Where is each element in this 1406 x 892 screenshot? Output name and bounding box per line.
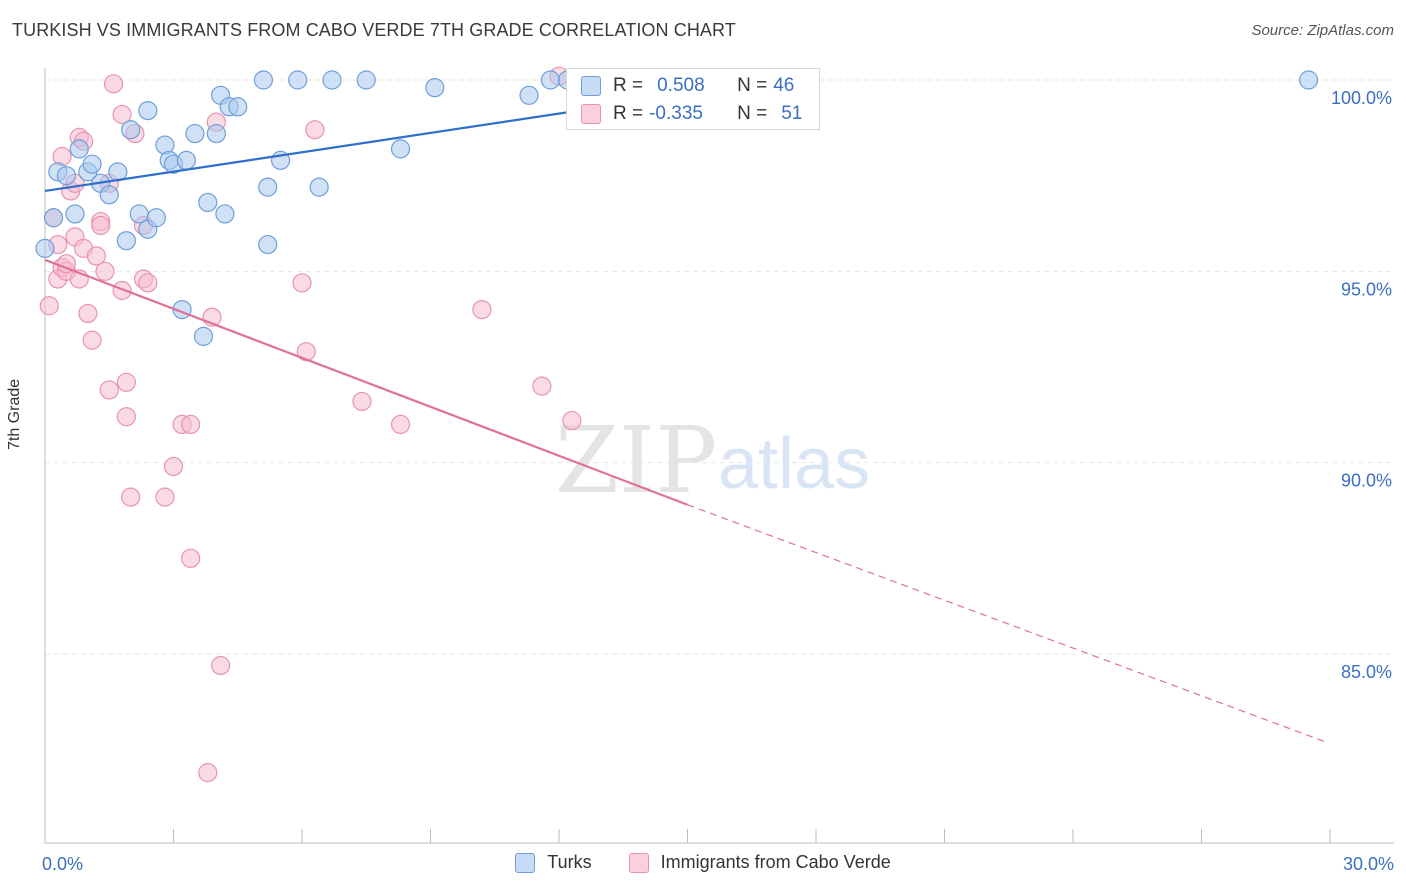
r-label: R = (613, 75, 644, 96)
cabo-verde-point (198, 763, 218, 783)
turks-point (390, 139, 411, 159)
cabo-verde-point (211, 655, 231, 676)
cabo-verde-point (532, 376, 552, 396)
turks-point (35, 238, 55, 258)
turks-point (228, 97, 248, 117)
y-axis-label: 7th Grade (6, 378, 23, 450)
turks-point (258, 177, 278, 197)
turks-point (82, 154, 102, 174)
n-value: 46 (773, 75, 795, 96)
turks-point (69, 139, 89, 159)
cabo-verde-point (82, 330, 102, 350)
turks-point (206, 123, 226, 144)
cabo-verde-point (562, 410, 582, 431)
cabo-verde-point (472, 300, 492, 320)
x-tick-label: 0.0% (42, 854, 83, 874)
gridlines (45, 79, 1394, 655)
turks-legend-swatch (515, 852, 536, 873)
legend-item-cabo-verde[interactable]: Immigrants from Cabo Verde (628, 852, 891, 873)
turks-point (519, 85, 539, 105)
legend-label: Immigrants from Cabo Verde (660, 852, 891, 872)
turks-point (1298, 70, 1319, 90)
cabo-verde-trend-line (44, 258, 688, 506)
r-value: -0.335 (649, 103, 703, 124)
y-tick-label: 95.0% (1341, 279, 1392, 299)
watermark: ZIP atlas (555, 407, 870, 514)
turks-point (138, 101, 158, 121)
cabo-verde-point (390, 414, 411, 434)
cabo-verde-point (78, 303, 98, 324)
turks-point (193, 326, 214, 346)
cabo-verde-point (95, 261, 115, 281)
cabo-verde-point (112, 280, 132, 301)
cabo-verde-point (121, 487, 141, 507)
y-tick-label: 90.0% (1341, 471, 1392, 491)
x-tick-label: 30.0% (1343, 854, 1394, 874)
cabo-verde-point (99, 380, 119, 400)
watermark-zip: ZIP (555, 407, 717, 514)
legend: Turks Immigrants from Cabo Verde (0, 852, 1406, 878)
cabo-verde-point (91, 215, 111, 236)
turks-point (198, 192, 218, 213)
cabo-verde-point (296, 342, 316, 362)
turks-point (425, 78, 445, 98)
watermark-atlas: atlas (718, 424, 870, 504)
cabo-verde-point (292, 273, 312, 293)
series-turks (35, 70, 1319, 346)
cabo-verde-point (86, 246, 107, 266)
cabo-verde-point (116, 372, 136, 392)
cabo-verde-point (116, 407, 136, 427)
axes (44, 68, 1394, 844)
n-label: N = (737, 75, 768, 96)
turks-point (356, 70, 376, 90)
cabo-verde-point (305, 120, 325, 140)
y-tick-label: 100.0% (1331, 88, 1392, 108)
stats-row-turks: R = 0.508 N = 46 (581, 73, 794, 99)
cabo-verde-point (181, 548, 201, 568)
turks-point (56, 166, 77, 186)
cabo-verde-point (39, 296, 59, 316)
turks-point (121, 120, 141, 140)
cabo-verde-point (163, 456, 184, 477)
turks-point (215, 204, 235, 224)
stats-box: R = 0.508 N = 46 R = -0.335 N = 51 (566, 68, 820, 130)
cabo-verde-swatch (581, 104, 601, 124)
cabo-verde-point (352, 391, 372, 412)
turks-swatch (581, 76, 601, 96)
turks-point (540, 70, 561, 90)
tick-labels: 100.0% 95.0% 90.0% 85.0% 0.0% 30.0% (42, 88, 1394, 874)
cabo-verde-point (181, 414, 201, 434)
turks-point (309, 177, 329, 197)
source-credit: Source: ZipAtlas.com (1251, 22, 1394, 39)
stats-row-cabo-verde: R = -0.335 N = 51 (581, 101, 802, 127)
turks-point (185, 123, 205, 144)
cabo-verde-point (103, 74, 124, 94)
turks-point (253, 70, 274, 90)
turks-point (176, 150, 196, 170)
n-label: N = (737, 103, 768, 124)
cabo-verde-point (138, 273, 158, 293)
cabo-verde-point (155, 487, 175, 507)
chart-title: TURKISH VS IMMIGRANTS FROM CABO VERDE 7T… (12, 20, 736, 40)
cabo-verde-legend-swatch (628, 852, 649, 873)
legend-label: Turks (547, 852, 592, 872)
turks-point (116, 231, 136, 251)
n-value: 51 (781, 103, 803, 124)
legend-item-turks[interactable]: Turks (515, 852, 592, 873)
turks-point (146, 208, 166, 228)
turks-point (322, 70, 342, 90)
turks-point (288, 70, 308, 90)
r-value: 0.508 (657, 75, 705, 96)
turks-point (43, 208, 64, 228)
cabo-verde-point (112, 104, 132, 125)
turks-point (258, 234, 278, 255)
y-tick-label: 85.0% (1341, 662, 1392, 682)
turks-point (99, 185, 119, 205)
r-label: R = (613, 103, 644, 124)
turks-point (65, 204, 85, 224)
cabo-verde-trend-line (687, 504, 1326, 743)
